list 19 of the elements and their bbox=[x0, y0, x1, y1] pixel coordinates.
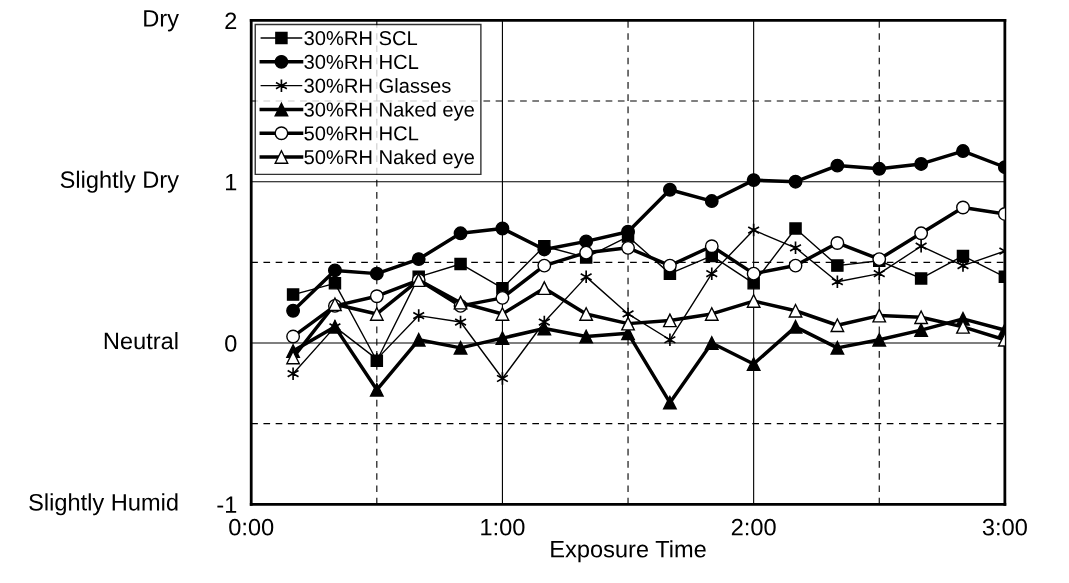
x-axis-title: Exposure Time bbox=[551, 540, 706, 563]
text: Neutral bbox=[104, 331, 178, 350]
x-tick-label: 3:00 bbox=[982, 518, 1027, 536]
text: Slightly Dry bbox=[60, 170, 179, 193]
text: Slightly Humid bbox=[29, 493, 178, 516]
legend-label: 30%RH Naked eye bbox=[304, 101, 474, 121]
y-tick-label: 0 bbox=[225, 335, 237, 352]
legend-label: 30%RH Glasses bbox=[304, 78, 451, 93]
y-tick-label: 2 bbox=[225, 12, 237, 29]
legend-label: 50%RH HCL bbox=[304, 126, 419, 141]
x-tick-label: 0:00 bbox=[229, 518, 274, 536]
legend-label: 50%RH Naked eye bbox=[304, 149, 474, 169]
x-tick-label: 2:00 bbox=[731, 518, 776, 536]
legend-label: 30%RH HCL bbox=[304, 54, 419, 70]
legend-label: 30%RH SCL bbox=[304, 31, 418, 46]
x-tick-label: 1:00 bbox=[481, 518, 525, 536]
text: Dry bbox=[144, 10, 179, 32]
y-tick-label: 1 bbox=[226, 174, 237, 191]
y-tick-label: -1 bbox=[217, 496, 237, 513]
